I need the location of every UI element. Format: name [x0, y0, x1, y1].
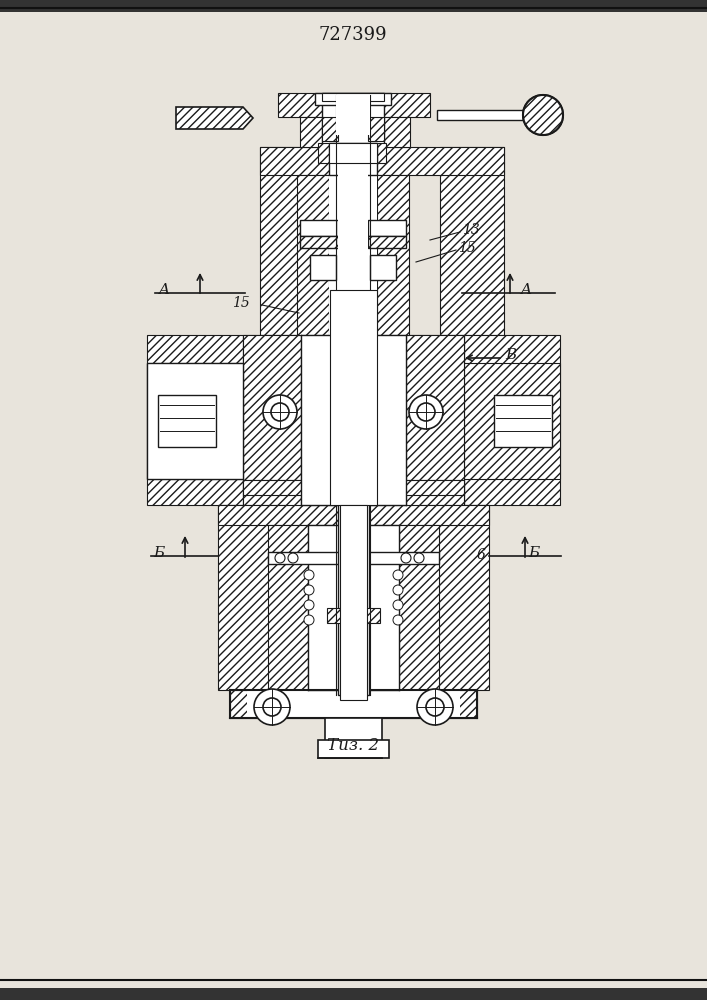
- Bar: [329, 143, 377, 175]
- Bar: [327, 608, 380, 623]
- Bar: [377, 175, 409, 335]
- Text: B: B: [505, 348, 516, 362]
- Bar: [158, 395, 216, 447]
- Bar: [297, 175, 329, 335]
- Bar: [301, 335, 406, 505]
- Text: Б: Б: [153, 546, 164, 560]
- Circle shape: [393, 600, 403, 610]
- Bar: [368, 220, 406, 236]
- Bar: [464, 335, 560, 505]
- Bar: [330, 290, 377, 505]
- Circle shape: [271, 403, 289, 421]
- Bar: [421, 505, 489, 690]
- Text: A: A: [520, 283, 531, 297]
- Circle shape: [304, 615, 314, 625]
- Bar: [370, 255, 396, 280]
- Bar: [338, 168, 368, 348]
- Circle shape: [304, 585, 314, 595]
- Bar: [268, 552, 439, 564]
- Circle shape: [401, 553, 411, 563]
- Text: 13: 13: [462, 223, 480, 237]
- Text: A: A: [158, 283, 169, 297]
- Bar: [260, 147, 324, 335]
- Bar: [338, 495, 369, 695]
- Bar: [268, 525, 308, 690]
- Bar: [300, 236, 338, 248]
- Bar: [247, 690, 460, 718]
- Bar: [406, 480, 464, 535]
- Bar: [243, 335, 464, 363]
- Text: 6: 6: [477, 548, 486, 562]
- Bar: [278, 93, 430, 117]
- Bar: [230, 690, 477, 718]
- Circle shape: [393, 615, 403, 625]
- Circle shape: [523, 95, 563, 135]
- Text: 727399: 727399: [319, 26, 387, 44]
- Bar: [243, 335, 301, 505]
- Text: 15: 15: [232, 296, 250, 310]
- Bar: [322, 117, 338, 141]
- Bar: [437, 110, 524, 120]
- Bar: [322, 93, 384, 145]
- Bar: [0, 988, 707, 1000]
- Bar: [318, 143, 386, 163]
- Circle shape: [393, 570, 403, 580]
- Bar: [0, 0, 707, 12]
- Bar: [260, 147, 504, 175]
- Bar: [340, 505, 367, 700]
- Circle shape: [523, 95, 563, 135]
- Text: Б: Б: [528, 546, 539, 560]
- Bar: [308, 525, 399, 690]
- Bar: [335, 95, 371, 325]
- Circle shape: [417, 689, 453, 725]
- Bar: [300, 117, 410, 147]
- Bar: [329, 175, 377, 335]
- Circle shape: [263, 395, 297, 429]
- Text: Τиз. 2: Τиз. 2: [327, 736, 379, 754]
- Bar: [315, 93, 391, 105]
- Circle shape: [263, 698, 281, 716]
- Bar: [440, 147, 504, 335]
- Circle shape: [523, 95, 563, 135]
- Circle shape: [426, 698, 444, 716]
- Bar: [399, 525, 439, 690]
- Bar: [218, 505, 489, 525]
- Bar: [322, 93, 384, 101]
- Bar: [406, 335, 464, 505]
- Bar: [368, 236, 406, 248]
- Circle shape: [409, 395, 443, 429]
- Bar: [218, 505, 286, 690]
- Circle shape: [288, 553, 298, 563]
- Bar: [329, 143, 377, 163]
- Bar: [464, 363, 560, 479]
- Bar: [243, 480, 301, 535]
- Circle shape: [254, 689, 290, 725]
- Circle shape: [417, 403, 435, 421]
- Bar: [494, 395, 552, 447]
- Bar: [368, 117, 384, 141]
- Polygon shape: [176, 107, 253, 129]
- Bar: [300, 220, 338, 236]
- Text: 15: 15: [458, 241, 476, 255]
- Bar: [310, 255, 336, 280]
- Circle shape: [304, 600, 314, 610]
- Circle shape: [414, 553, 424, 563]
- Bar: [318, 740, 389, 758]
- Circle shape: [275, 553, 285, 563]
- Bar: [147, 335, 243, 505]
- Bar: [243, 480, 464, 495]
- Bar: [147, 363, 243, 479]
- Bar: [336, 95, 370, 135]
- Circle shape: [304, 570, 314, 580]
- Bar: [325, 718, 382, 758]
- Bar: [147, 363, 243, 479]
- Circle shape: [393, 585, 403, 595]
